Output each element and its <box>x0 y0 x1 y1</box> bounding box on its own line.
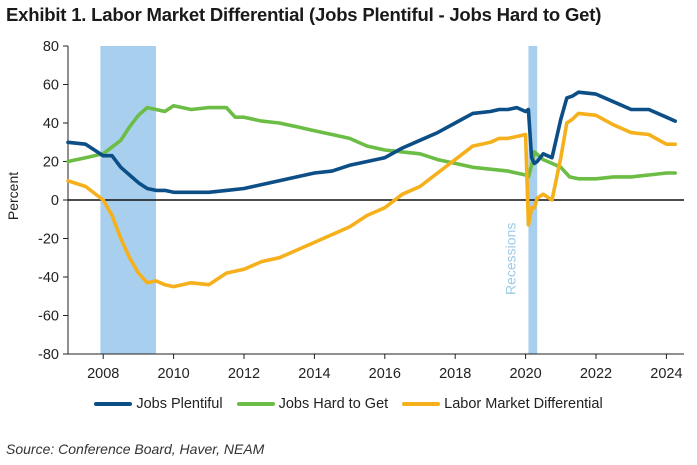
line-jobs-hard-to-get <box>66 103 677 181</box>
x-tick-label: 2008 <box>87 366 119 382</box>
chart-title: Exhibit 1. Labor Market Differential (Jo… <box>6 4 602 25</box>
x-tick-label: 2016 <box>369 366 401 382</box>
recession-label: Recessions <box>502 223 518 295</box>
legend-swatch-jobs-plentiful <box>94 402 133 406</box>
source-note: Source: Conference Board, Haver, NEAM <box>6 441 265 457</box>
x-tick-label: 2022 <box>580 366 612 382</box>
x-tick-label: 2012 <box>228 366 260 382</box>
line-jobs-plentiful <box>66 90 677 195</box>
y-tick-label: -80 <box>38 347 59 363</box>
series-jobs-plentiful <box>66 90 677 195</box>
y-axis-label: Percent <box>5 172 21 220</box>
line-labor-market-differential <box>66 111 677 289</box>
series-lines <box>66 90 677 289</box>
x-tick-label: 2020 <box>509 366 541 382</box>
legend-item-labor-market-differential: Labor Market Differential <box>402 396 603 412</box>
y-tick-label: 80 <box>43 39 59 55</box>
y-tick-label: 40 <box>43 116 59 132</box>
x-tick-label: 2010 <box>157 366 189 382</box>
legend-label-jobs-hard-to-get: Jobs Hard to Get <box>278 396 389 412</box>
x-tick-label: 2018 <box>439 366 471 382</box>
legend-swatch-jobs-hard-to-get <box>236 402 275 406</box>
legend-swatch-labor-market-differential <box>402 402 441 406</box>
y-tick-label: -20 <box>38 232 59 248</box>
y-tick-label: -40 <box>38 270 59 286</box>
x-tick-label: 2014 <box>298 366 330 382</box>
series-jobs-hard-to-get <box>66 103 677 181</box>
y-tick-label: 60 <box>43 78 59 94</box>
y-tick-label: -60 <box>38 309 59 325</box>
y-tick-label: 20 <box>43 155 59 171</box>
x-tick-label: 2024 <box>650 366 682 382</box>
y-tick-label: 0 <box>51 193 59 209</box>
legend-label-jobs-plentiful: Jobs Plentiful <box>136 396 223 412</box>
series-labor-market-differential <box>66 111 677 289</box>
chart-axes: -80 -60 -40 -20 0 20 40 60 80 2008 2010 2012 2014 201… <box>38 39 684 382</box>
legend-label-labor-market-differential: Labor Market Differential <box>444 396 603 412</box>
legend-item-jobs-plentiful: Jobs Plentiful <box>94 396 223 412</box>
legend-item-jobs-hard-to-get: Jobs Hard to Get <box>236 396 389 412</box>
chart-legend: Jobs Plentiful Jobs Hard to Get Labor Ma… <box>0 396 697 412</box>
